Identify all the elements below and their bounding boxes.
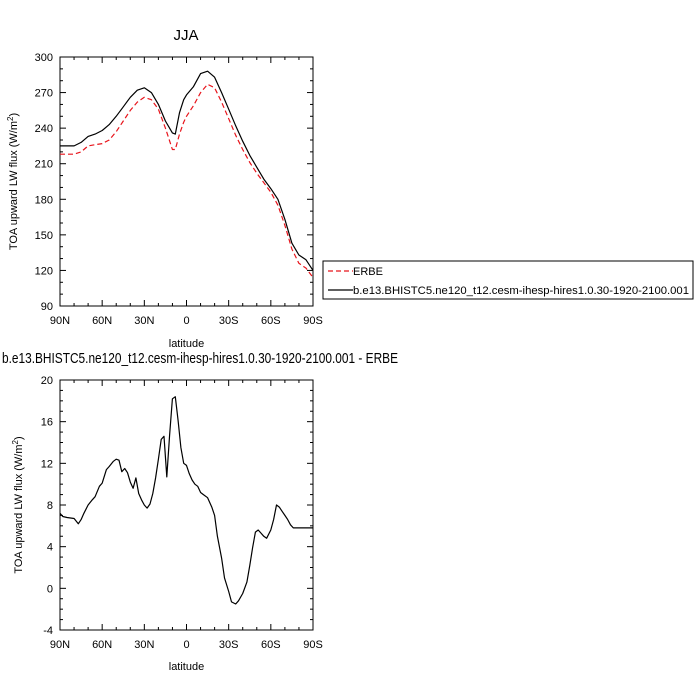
x-axis-label: latitude bbox=[169, 661, 204, 673]
series-line-1 bbox=[59, 396, 313, 605]
x-tick-label: 30N bbox=[134, 315, 154, 327]
y-tick-label: 120 bbox=[35, 265, 53, 277]
x-tick-label: 60N bbox=[92, 315, 112, 327]
legend: ERBE b.e13.BHISTC5.ne120_t12.cesm-ihesp-h… bbox=[322, 260, 694, 300]
x-axis-label: latitude bbox=[169, 338, 204, 350]
x-tick-label: 0 bbox=[183, 639, 189, 651]
legend-label: ERBE bbox=[353, 266, 383, 278]
y-axis-label: TOA upward LW flux (W/m2) bbox=[11, 436, 25, 573]
y-tick-label: 12 bbox=[41, 458, 53, 470]
series-line-2 bbox=[60, 70, 314, 271]
x-tick-label: 0 bbox=[183, 315, 189, 327]
y-tick-label: 4 bbox=[47, 542, 53, 554]
x-tick-label: 60N bbox=[92, 639, 112, 651]
y-tick-label: 180 bbox=[35, 194, 53, 206]
y-tick-label: 210 bbox=[35, 159, 53, 171]
y-axis-label-close: ) bbox=[8, 113, 20, 117]
y-tick-label: 90 bbox=[41, 301, 53, 313]
y-axis-label-close: ) bbox=[13, 436, 25, 440]
y-tick-label: 0 bbox=[47, 583, 53, 595]
y-tick-label: 8 bbox=[47, 500, 53, 512]
x-tick-label: 30S bbox=[219, 315, 239, 327]
top-panel: JJA 90N 60N 30N 0 30S 60S 90S 90 120 150 180 210 240 2… bbox=[6, 27, 323, 350]
series-line-1 bbox=[60, 83, 314, 278]
bottom-panel: b.e13.BHISTC5.ne120_t12.cesm-ihesp-hires… bbox=[2, 350, 398, 673]
y-tick-label: 20 bbox=[41, 375, 53, 387]
chart-title: JJA bbox=[173, 27, 198, 44]
x-tick-label: 90S bbox=[303, 639, 323, 651]
y-tick-label: 16 bbox=[41, 417, 53, 429]
x-tick-label: 30S bbox=[219, 639, 239, 651]
y-axis-label-main: TOA upward LW flux (W/m bbox=[8, 121, 20, 250]
y-axis-label-main: TOA upward LW flux (W/m bbox=[13, 444, 25, 573]
x-tick-label: 90S bbox=[303, 315, 323, 327]
x-tick-label: 90N bbox=[50, 639, 70, 651]
y-tick-label: 240 bbox=[35, 123, 53, 135]
y-axis-label-superscript: 2 bbox=[11, 439, 20, 444]
chart-title: b.e13.BHISTC5.ne120_t12.cesm-ihesp-hires… bbox=[2, 350, 398, 367]
x-tick-label: 90N bbox=[50, 315, 70, 327]
y-tick-label: 270 bbox=[35, 88, 53, 100]
x-tick-label: 60S bbox=[261, 639, 281, 651]
y-tick-label: 300 bbox=[35, 52, 53, 64]
legend-box bbox=[322, 260, 694, 300]
x-tick-label: 30N bbox=[134, 639, 154, 651]
legend-label: b.e13.BHISTC5.ne120_t12.cesm-ihesp-hires… bbox=[353, 285, 689, 297]
x-tick-label: 60S bbox=[261, 315, 281, 327]
y-axis-label: TOA upward LW flux (W/m2) bbox=[6, 113, 20, 250]
y-tick-label: -4 bbox=[43, 625, 53, 637]
y-tick-label: 150 bbox=[35, 230, 53, 242]
y-axis-label-superscript: 2 bbox=[6, 116, 15, 121]
